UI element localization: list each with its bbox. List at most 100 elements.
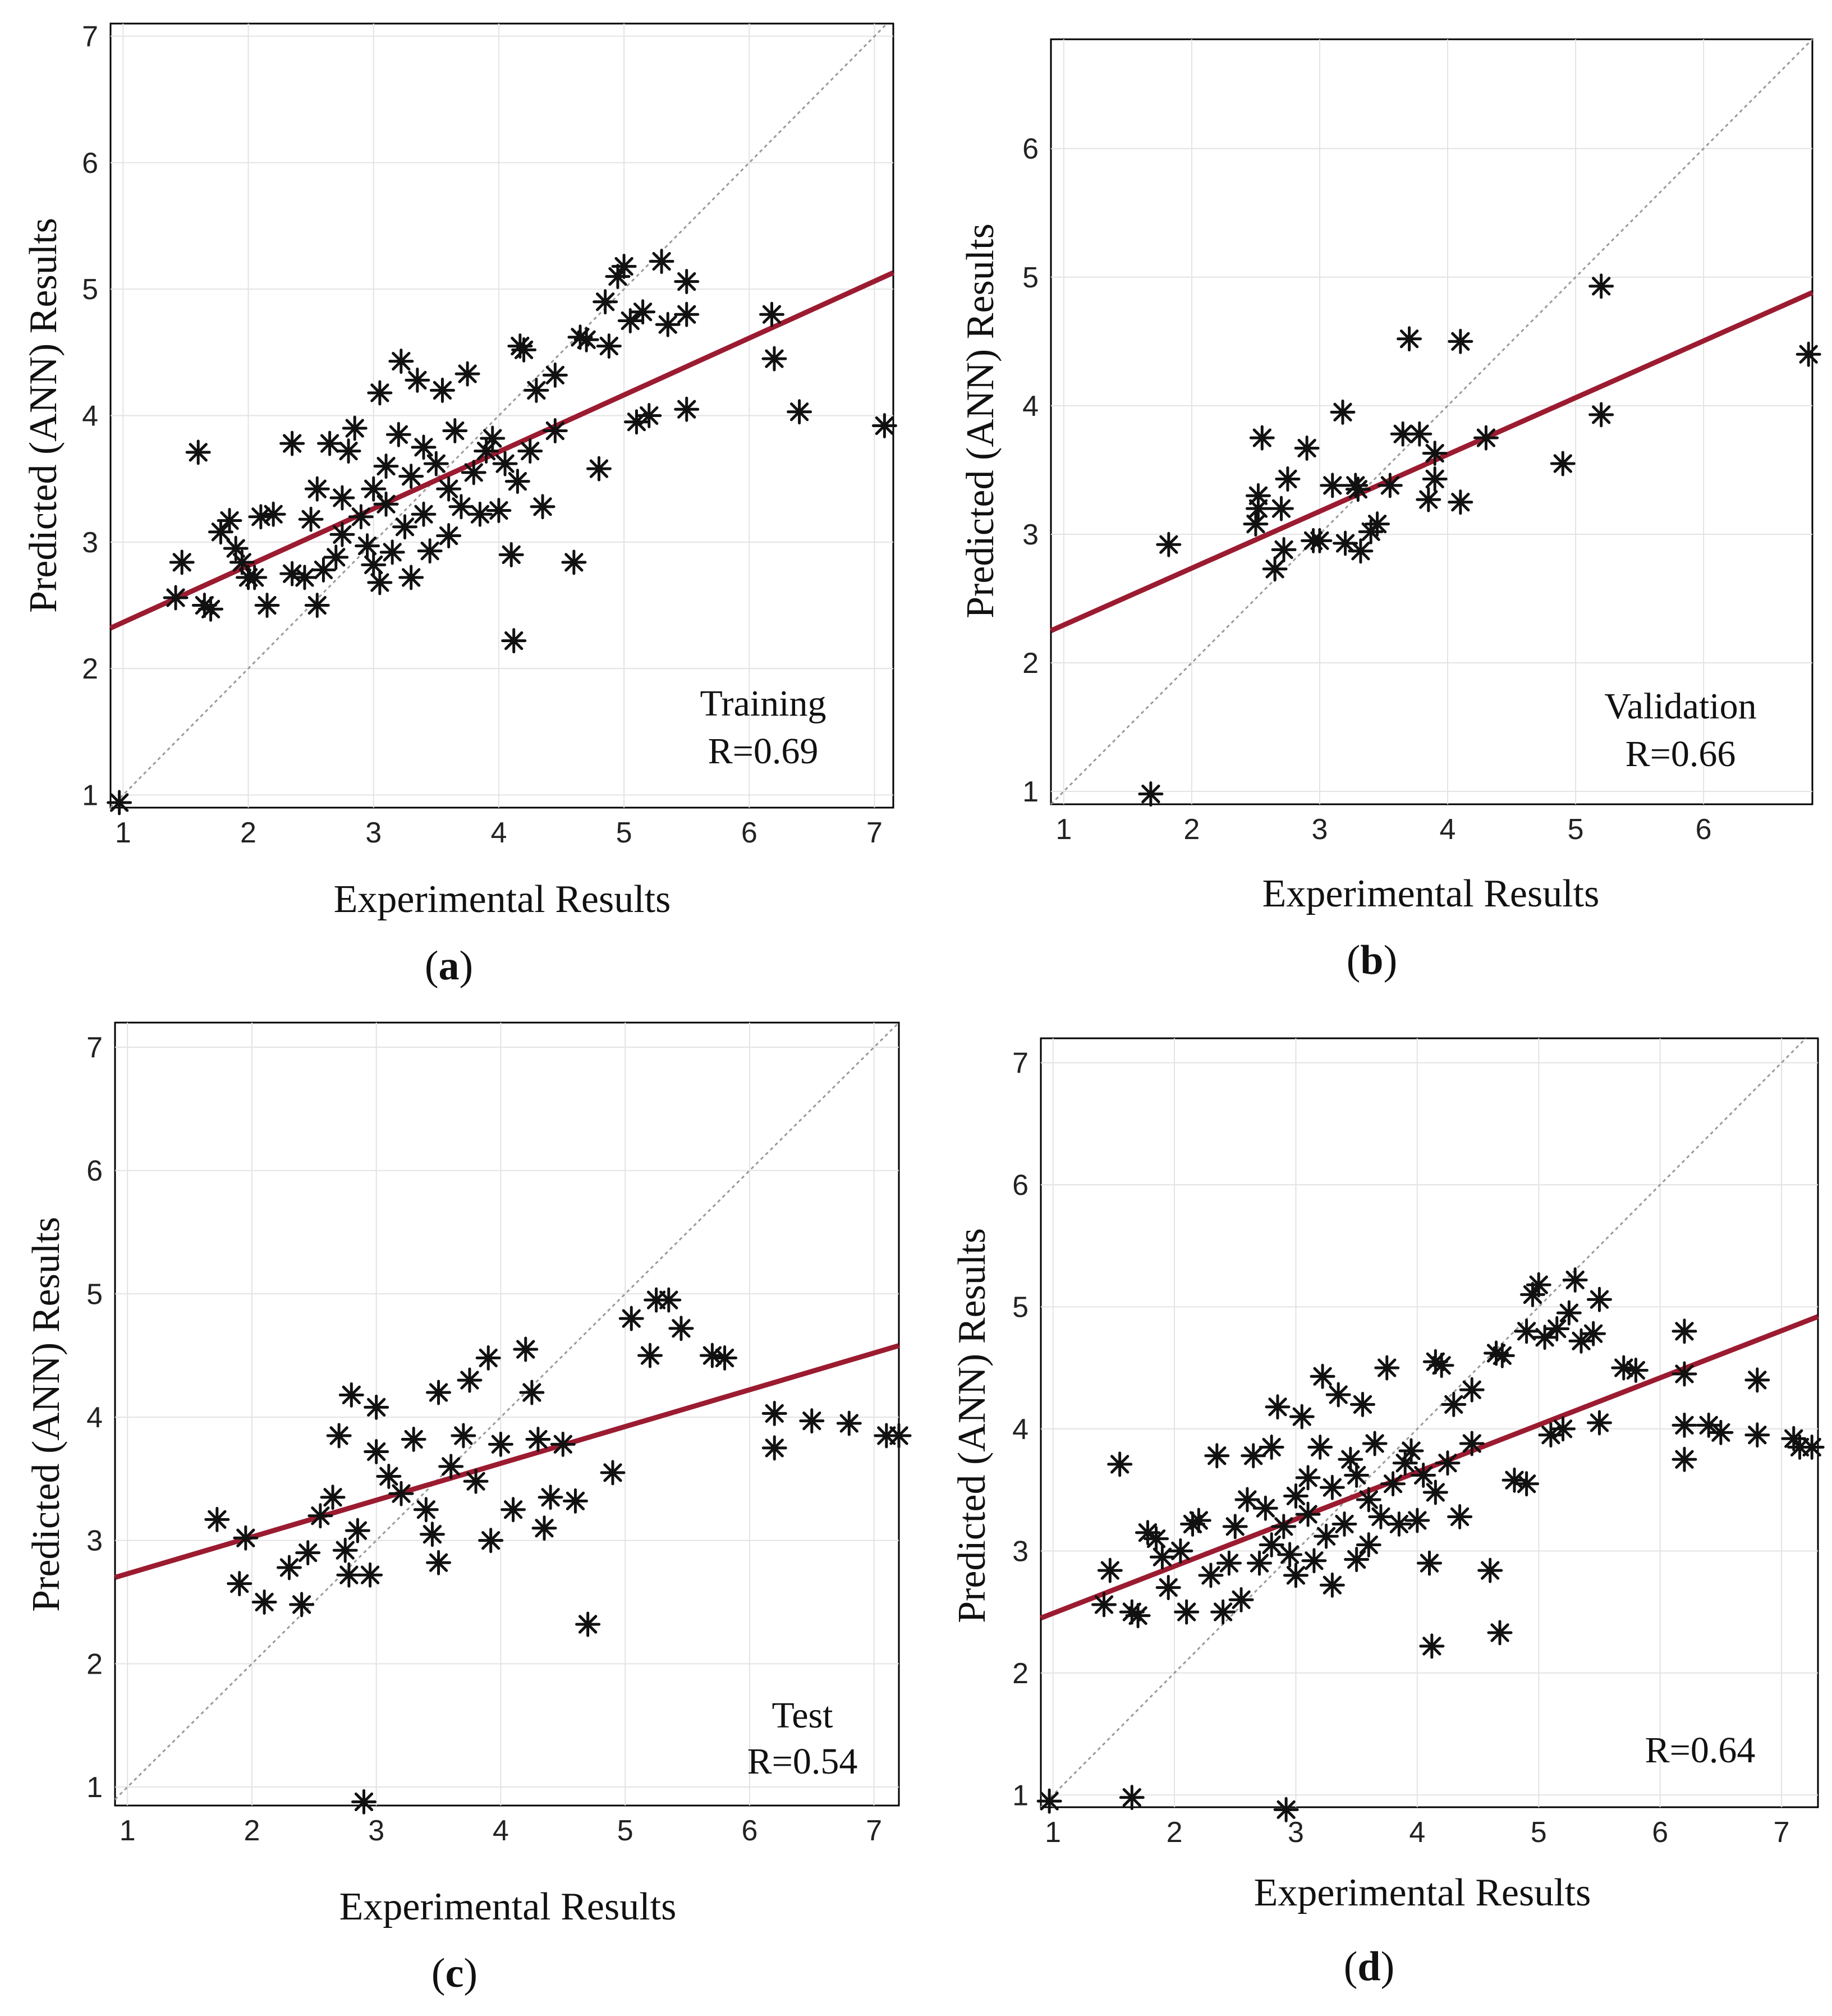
data-point xyxy=(498,542,524,567)
data-point xyxy=(886,1423,912,1449)
data-point xyxy=(242,565,268,590)
data-point xyxy=(348,504,374,530)
data-point xyxy=(1314,1523,1339,1549)
data-point xyxy=(451,1423,476,1449)
data-point xyxy=(1588,402,1614,428)
x-tick-label: 1 xyxy=(115,817,131,849)
x-tick-label: 4 xyxy=(490,817,507,849)
identity-line xyxy=(1040,1037,1807,1808)
panel-label: (d) xyxy=(1344,1944,1394,1990)
y-tick-label: 6 xyxy=(1022,133,1039,166)
data-point xyxy=(1289,1404,1315,1429)
data-point xyxy=(289,1592,315,1618)
data-point xyxy=(1556,1300,1582,1326)
x-tick-label: 2 xyxy=(1183,813,1200,846)
data-point xyxy=(457,1367,483,1393)
y-tick-label: 1 xyxy=(86,1771,103,1804)
data-point xyxy=(531,1515,557,1541)
data-point xyxy=(1514,1318,1540,1344)
data-point xyxy=(361,552,387,578)
data-point xyxy=(345,1518,370,1543)
data-point xyxy=(1252,1495,1278,1521)
panel-a: 1 2 3 4 5 6 7 1 2 3 4 5 6 7 Training R=0.69 Experimen… xyxy=(22,21,897,989)
data-point xyxy=(1259,1434,1284,1460)
data-point xyxy=(1397,326,1422,352)
data-point xyxy=(1365,511,1390,537)
data-point xyxy=(562,1488,588,1514)
data-point xyxy=(1271,537,1297,562)
data-points xyxy=(204,1287,912,1815)
data-point xyxy=(618,1305,644,1331)
annotation-name: Test xyxy=(772,1695,833,1736)
data-point xyxy=(338,1382,364,1408)
data-point xyxy=(573,327,599,352)
annotation-name: Validation xyxy=(1604,686,1756,727)
data-point xyxy=(1348,538,1374,564)
data-point xyxy=(388,1481,414,1506)
y-tick-label: 1 xyxy=(1022,776,1039,808)
data-point xyxy=(1419,1633,1445,1659)
data-point xyxy=(364,1439,389,1465)
y-tick-label: 6 xyxy=(1012,1169,1029,1202)
x-axis-label: Experimental Results xyxy=(1254,1871,1591,1914)
data-point xyxy=(1149,1544,1175,1570)
y-tick-label: 2 xyxy=(82,653,98,685)
data-point xyxy=(1386,1511,1412,1537)
data-point xyxy=(1672,1412,1697,1438)
y-tick-label: 4 xyxy=(82,400,98,433)
data-point xyxy=(513,1336,539,1362)
data-point xyxy=(317,430,343,456)
data-point xyxy=(761,346,787,372)
x-tick-label: 2 xyxy=(240,817,256,849)
data-points xyxy=(1036,1267,1825,1822)
data-point xyxy=(1097,1557,1123,1583)
y-tick-label: 5 xyxy=(86,1278,103,1311)
data-point xyxy=(351,1789,376,1815)
data-point xyxy=(1331,1511,1357,1537)
data-point xyxy=(1672,1446,1697,1472)
x-tick-label: 7 xyxy=(1774,1816,1790,1849)
data-point xyxy=(1222,1514,1248,1540)
x-tick-label: 4 xyxy=(1440,813,1456,846)
data-point xyxy=(1168,1538,1193,1564)
data-point xyxy=(185,439,211,465)
x-tick-label: 4 xyxy=(1409,1816,1425,1849)
panel-letter: b xyxy=(1360,937,1383,983)
annotation-r: R=0.64 xyxy=(1645,1730,1756,1771)
data-point xyxy=(1320,473,1346,498)
data-point xyxy=(655,311,681,337)
panel-letter: c xyxy=(446,1950,464,1996)
data-point xyxy=(411,434,437,460)
data-point xyxy=(1319,1474,1345,1500)
panel-label: (c) xyxy=(431,1950,477,1996)
data-point xyxy=(575,1611,601,1637)
data-point xyxy=(298,506,324,532)
y-axis-label: Predicted (ANN) Results xyxy=(25,1217,68,1612)
y-tick-label: 4 xyxy=(1022,390,1039,423)
data-point xyxy=(761,1400,787,1426)
data-point xyxy=(1204,1443,1230,1469)
x-axis-label: Experimental Results xyxy=(339,1885,677,1928)
x-tick-label: 6 xyxy=(1696,813,1712,846)
data-point xyxy=(1247,1550,1273,1576)
data-point xyxy=(550,1431,576,1457)
data-point xyxy=(1377,473,1403,498)
data-point xyxy=(586,456,612,482)
data-point xyxy=(295,1540,321,1566)
data-point xyxy=(1330,399,1356,425)
tick-labels: 1 2 3 4 5 6 7 1 2 3 4 5 6 7 xyxy=(82,21,883,849)
data-point xyxy=(656,1287,682,1313)
data-point xyxy=(1362,1431,1388,1456)
data-point xyxy=(373,453,399,479)
data-point xyxy=(1459,1431,1485,1456)
y-axis-label: Predicted (ANN) Results xyxy=(951,1228,994,1623)
data-point xyxy=(525,1427,551,1453)
data-point xyxy=(1356,1532,1381,1557)
data-point xyxy=(217,508,242,534)
x-tick-label: 1 xyxy=(1045,1816,1061,1849)
data-point xyxy=(1799,1434,1825,1460)
data-point xyxy=(204,1506,230,1532)
data-point xyxy=(1489,1343,1515,1368)
identity-line xyxy=(1050,38,1813,805)
data-point xyxy=(1586,1286,1612,1312)
